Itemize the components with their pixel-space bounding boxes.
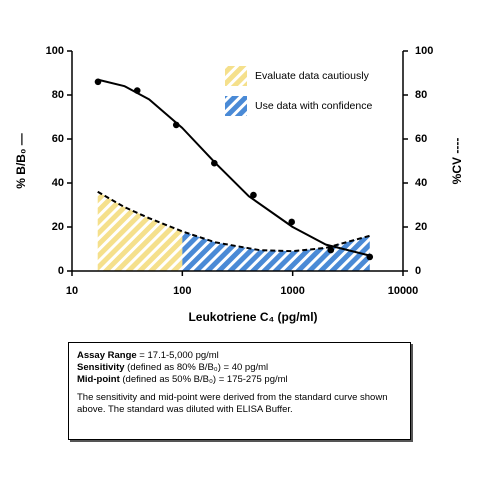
y2-tick-label: 20	[415, 221, 427, 233]
info-item: Sensitivity (defined as 80% B/B₀) = 40 p…	[77, 362, 402, 374]
info-label: Mid-point	[77, 374, 120, 385]
shaded-region	[182, 231, 370, 271]
info-label: Sensitivity	[77, 362, 125, 373]
y2-tick-label: 80	[415, 89, 427, 101]
y-tick-label: 100	[46, 45, 64, 57]
x-tick-label: 10000	[388, 285, 419, 297]
x-axis-label: Leukotriene C₄ (pg/ml)	[188, 310, 317, 324]
data-point	[327, 246, 335, 254]
info-text: (defined as 50% B/B₀) = 175-275 pg/ml	[119, 374, 288, 385]
info-item: Assay Range = 17.1-5,000 pg/ml	[77, 350, 402, 362]
y-tick-label: 80	[52, 89, 64, 101]
info-text: (defined as 80% B/B₀) = 40 pg/ml	[124, 362, 269, 373]
y-tick-label: 40	[52, 177, 64, 189]
info-label: Assay Range	[77, 350, 137, 361]
data-point	[94, 78, 102, 86]
y2-tick-label: 60	[415, 133, 427, 145]
x-tick-label: 10	[66, 285, 78, 297]
cv-line	[97, 190, 371, 253]
legend-label: Evaluate data cautiously	[255, 70, 370, 82]
data-point	[211, 159, 218, 167]
data-point	[366, 253, 374, 261]
y-tick-label: 60	[52, 133, 64, 145]
data-point	[133, 87, 141, 94]
chart: Leukotriene C₄ (pg/ml) % B/B₀ — %CV ----…	[14, 45, 464, 324]
x-tick-label: 1000	[280, 285, 304, 297]
y-tick-label: 20	[52, 221, 64, 233]
legend-label: Use data with confidence	[255, 100, 372, 112]
data-point	[172, 121, 180, 129]
shaded-region	[97, 191, 183, 271]
y2-tick-label: 100	[415, 45, 433, 57]
info-text: = 17.1-5,000 pg/ml	[136, 350, 219, 361]
legend-swatch	[225, 96, 247, 116]
y-tick-label: 0	[58, 265, 64, 277]
y-axis-label: % B/B₀ —	[14, 133, 28, 188]
y2-axis-label: %CV ----	[450, 138, 464, 185]
info-box: Assay Range = 17.1-5,000 pg/ml Sensitivi…	[68, 342, 411, 440]
y2-tick-label: 0	[415, 265, 421, 277]
y2-tick-label: 40	[415, 177, 427, 189]
info-item: Mid-point (defined as 50% B/B₀) = 175-27…	[77, 374, 402, 386]
data-point	[288, 218, 295, 226]
info-note: The sensitivity and mid-point were deriv…	[77, 392, 388, 415]
legend-swatch	[225, 66, 247, 86]
data-point	[250, 191, 257, 199]
x-tick-label: 100	[173, 285, 191, 297]
